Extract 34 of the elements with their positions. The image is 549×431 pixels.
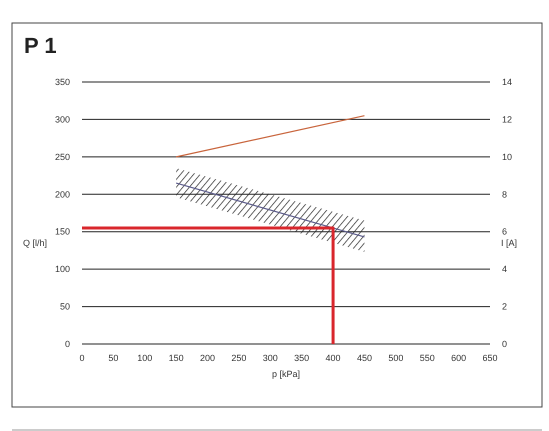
y2-tick-label: 6 (502, 226, 508, 237)
y2-tick-label: 2 (502, 302, 508, 312)
x-axis-title: p [kPa] (272, 369, 300, 379)
y-tick-label: 150 (54, 226, 70, 237)
y-tick-label: 200 (54, 189, 70, 200)
y2-tick-label: 10 (502, 152, 512, 162)
y-axis-title: Q [l/h] (23, 238, 48, 248)
x-tick-label: 350 (294, 353, 310, 363)
x-tick-label: 150 (168, 353, 184, 363)
x-tick-label: 450 (356, 353, 372, 363)
x-tick-label: 50 (108, 353, 118, 363)
x-tick-label: 0 (79, 353, 85, 363)
x-tick-label: 500 (388, 353, 404, 363)
x-tick-label: 550 (420, 353, 435, 363)
y2-axis-title: I [A] (501, 238, 518, 248)
y2-tick-label: 4 (502, 264, 508, 274)
y-tick-label: 350 (54, 77, 70, 87)
x-tick-label: 400 (326, 353, 341, 363)
y-tick-label: 300 (54, 114, 70, 124)
y-tick-label: 100 (54, 264, 70, 274)
y-tick-label: 0 (64, 339, 70, 349)
y-tick-label: 50 (60, 302, 70, 312)
chart-title: P 1 (24, 33, 57, 58)
y-tick-label: 250 (54, 152, 70, 162)
x-tick-label: 300 (262, 353, 278, 363)
y2-tick-label: 12 (502, 114, 512, 124)
x-tick-label: 600 (451, 353, 466, 363)
y2-tick-label: 0 (502, 339, 508, 349)
x-tick-label: 250 (231, 353, 246, 363)
x-tick-label: 650 (482, 353, 498, 363)
x-tick-label: 200 (200, 353, 216, 363)
y2-tick-label: 14 (502, 77, 512, 87)
x-tick-label: 100 (137, 353, 152, 363)
y2-tick-label: 8 (502, 189, 508, 200)
